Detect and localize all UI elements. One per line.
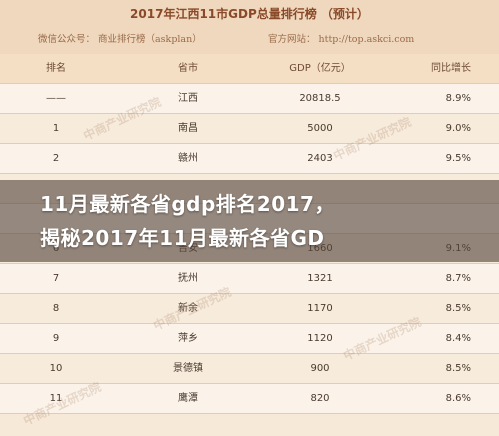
table-row: 9 萍乡 1120 8.4% — [0, 324, 499, 354]
table-row: 1 南昌 5000 9.0% — [0, 114, 499, 144]
city-cell: 抚州 — [178, 273, 198, 284]
city-cell: 新余 — [178, 303, 198, 314]
header-growth: 同比增长 — [431, 63, 471, 74]
city-cell: 赣州 — [178, 153, 198, 164]
table-row: 7 抚州 1321 8.7% — [0, 264, 499, 294]
growth-cell: 9.0% — [445, 123, 471, 134]
table-row: —— 江西 20818.5 8.9% — [0, 84, 499, 114]
header-gdp: GDP（亿元） — [289, 63, 351, 74]
city-cell: 南昌 — [178, 123, 198, 134]
rank-cell: 1 — [52, 123, 60, 134]
gdp-cell: 900 — [310, 363, 330, 374]
city-cell: 江西 — [178, 93, 198, 104]
rank-cell: 2 — [52, 153, 60, 164]
growth-cell: 8.4% — [445, 333, 471, 344]
table-row: 11 鹰潭 820 8.6% — [0, 384, 499, 414]
rank-cell: 8 — [52, 303, 60, 314]
city-cell: 景德镇 — [173, 363, 203, 374]
website-link: 官方网站： http://top.askci.com — [268, 34, 415, 45]
headline-line-2: 揭秘2017年11月最新各省GD — [40, 226, 325, 250]
table-row: 10 景德镇 900 8.5% — [0, 354, 499, 384]
growth-cell: 8.9% — [445, 93, 471, 104]
gdp-cell: 5000 — [307, 123, 333, 134]
rank-cell: 11 — [49, 393, 63, 404]
table-header-row: 排名 省市 GDP（亿元） 同比增长 — [0, 54, 499, 84]
headline-line-1: 11月最新各省gdp排名2017， — [40, 192, 335, 216]
gdp-cell: 1120 — [307, 333, 333, 344]
city-cell: 萍乡 — [178, 333, 198, 344]
gdp-cell: 1170 — [307, 303, 333, 314]
growth-cell: 8.5% — [445, 363, 471, 374]
header-rank: 排名 — [46, 63, 66, 74]
rank-cell: 10 — [49, 363, 63, 374]
city-cell: 鹰潭 — [178, 393, 198, 404]
growth-cell: 8.6% — [445, 393, 471, 404]
gdp-cell: 2403 — [307, 153, 333, 164]
growth-cell: 8.5% — [445, 303, 471, 314]
gdp-cell: 20818.5 — [299, 93, 341, 104]
rank-cell: 7 — [52, 273, 60, 284]
table-row: 2 赣州 2403 9.5% — [0, 144, 499, 174]
headline-overlay — [0, 180, 499, 262]
growth-cell: 8.7% — [445, 273, 471, 284]
header-banner: 2017年江西11市GDP总量排行榜 （预计） 微信公众号： 商业排行榜（ask… — [0, 0, 499, 54]
header-city: 省市 — [178, 63, 198, 74]
page-title: 2017年江西11市GDP总量排行榜 （预计） — [130, 7, 369, 21]
table-row: 8 新余 1170 8.5% — [0, 294, 499, 324]
gdp-cell: 1321 — [307, 273, 333, 284]
growth-cell: 9.5% — [445, 153, 471, 164]
rank-cell: 9 — [52, 333, 60, 344]
wechat-account: 微信公众号： 商业排行榜（askplan） — [38, 34, 202, 45]
rank-cell: —— — [46, 93, 66, 104]
gdp-cell: 820 — [310, 393, 330, 404]
